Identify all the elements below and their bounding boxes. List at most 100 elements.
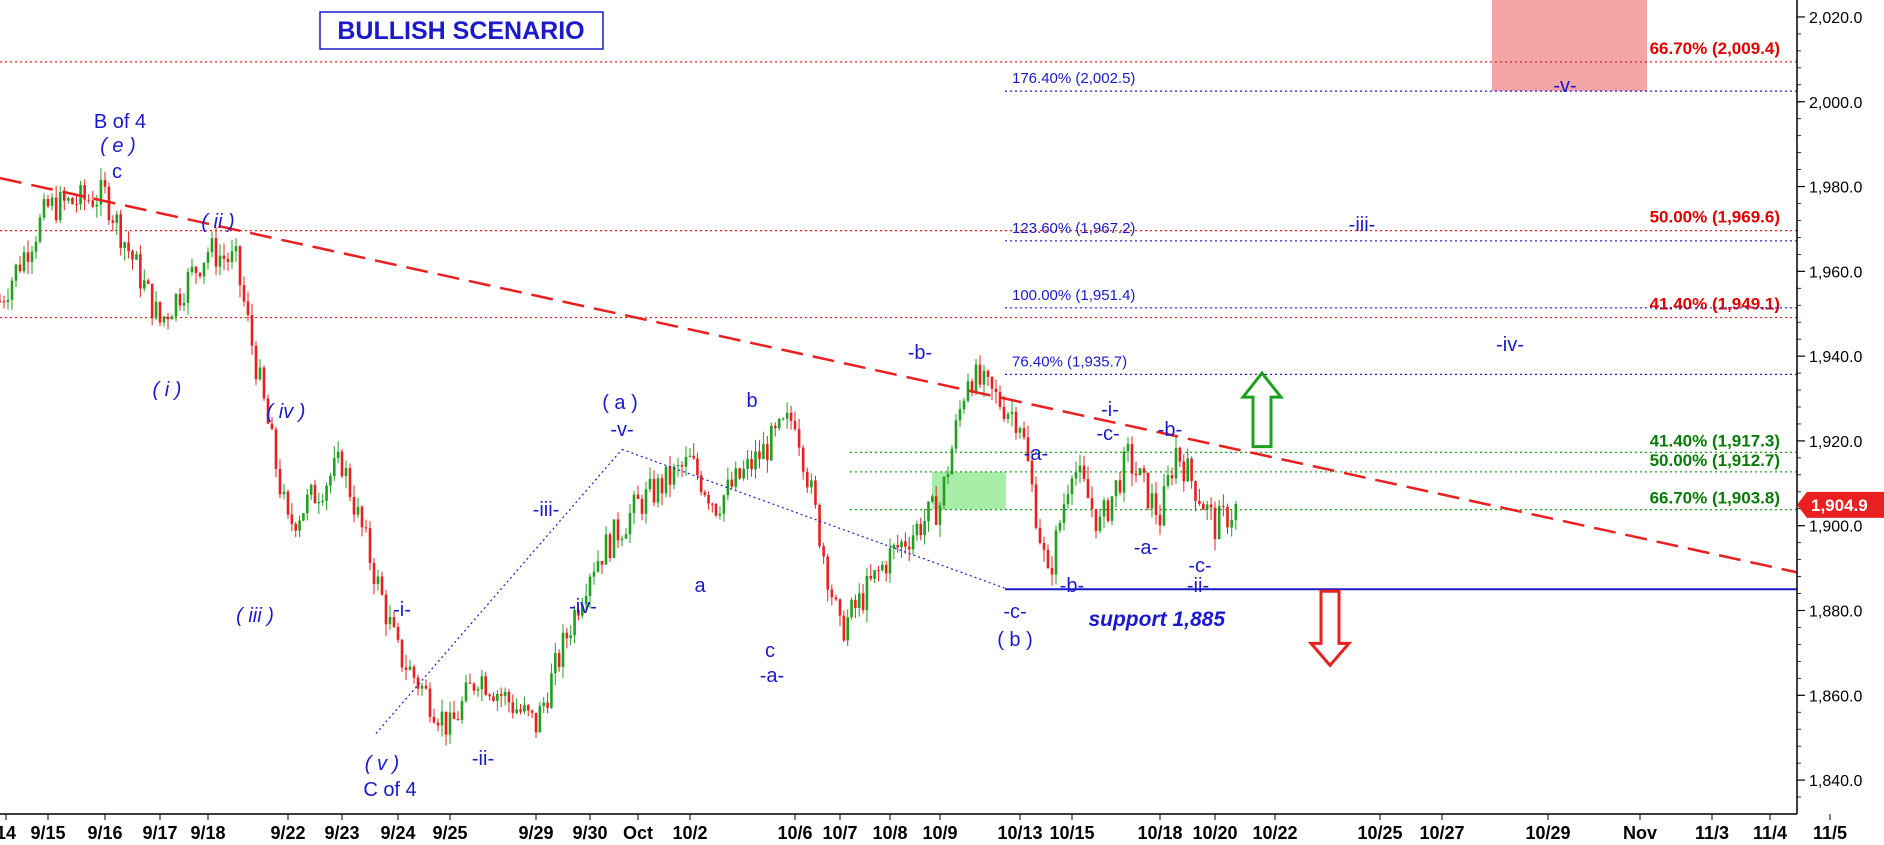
candle-body bbox=[877, 570, 880, 572]
x-tick-label: 9/18 bbox=[190, 823, 225, 843]
wave-label: -c- bbox=[1188, 555, 1211, 577]
candle-body bbox=[801, 447, 805, 472]
y-tick-label: 1,940.0 bbox=[1809, 349, 1862, 366]
candle-body bbox=[444, 711, 448, 735]
x-tick-label: 10/20 bbox=[1192, 823, 1237, 843]
candle-body bbox=[332, 458, 336, 477]
candle-body bbox=[496, 694, 499, 701]
candle-body bbox=[503, 692, 507, 696]
candle-body bbox=[766, 444, 769, 461]
candle-body bbox=[142, 280, 146, 289]
y-tick-label: 1,960.0 bbox=[1809, 264, 1862, 281]
candle-body bbox=[1014, 412, 1018, 433]
candle-body bbox=[664, 466, 668, 494]
candle-body bbox=[758, 451, 761, 460]
candle-body bbox=[360, 506, 364, 528]
candle-body bbox=[448, 712, 452, 735]
candle-body bbox=[1102, 500, 1106, 517]
wave-label: b bbox=[746, 390, 757, 412]
candle-body bbox=[1062, 504, 1066, 523]
candle-body bbox=[1234, 504, 1238, 520]
candle-body bbox=[998, 392, 1002, 407]
candle-body bbox=[542, 702, 546, 707]
candle-body bbox=[672, 466, 676, 485]
candle-body bbox=[270, 423, 274, 430]
candle-body bbox=[604, 534, 608, 565]
candle-body bbox=[340, 451, 344, 477]
candle-body bbox=[1158, 514, 1162, 526]
candle-body bbox=[321, 500, 325, 503]
y-tick-label: 1,980.0 bbox=[1809, 180, 1862, 197]
candle-body bbox=[396, 626, 400, 640]
candle-body bbox=[1050, 567, 1054, 575]
candle-body bbox=[814, 480, 817, 505]
candle-body bbox=[150, 283, 154, 319]
candle-body bbox=[656, 478, 660, 503]
candle-body bbox=[616, 519, 620, 541]
candle-body bbox=[1150, 493, 1154, 509]
candle-body bbox=[793, 420, 797, 430]
candle-body bbox=[62, 191, 66, 201]
channel-upper-line bbox=[621, 448, 1009, 590]
y-tick-label: 1,840.0 bbox=[1809, 773, 1862, 790]
candle-body bbox=[368, 528, 372, 564]
candle-body bbox=[356, 506, 360, 515]
candle-body bbox=[797, 429, 801, 448]
x-tick-label: 10/2 bbox=[672, 823, 707, 843]
candle-body bbox=[962, 400, 966, 410]
candle-body bbox=[286, 491, 290, 515]
fib-blue-label: 123.60% (1,967.2) bbox=[1012, 220, 1135, 237]
wave-label: -a- bbox=[1024, 443, 1048, 465]
candle-body bbox=[699, 475, 703, 493]
candle-body bbox=[222, 255, 226, 259]
candle-body bbox=[854, 599, 857, 608]
candle-body bbox=[1074, 471, 1078, 479]
candle-body bbox=[230, 251, 234, 263]
candle-body bbox=[707, 495, 710, 504]
candle-body bbox=[919, 523, 923, 536]
candle-body bbox=[511, 702, 515, 713]
candle-body bbox=[298, 520, 301, 531]
target-zone bbox=[1492, 0, 1647, 92]
candle-body bbox=[384, 594, 388, 625]
candle-body bbox=[789, 412, 793, 421]
candle-body bbox=[119, 214, 123, 249]
candle-body bbox=[931, 496, 934, 502]
candle-body bbox=[10, 280, 14, 300]
candle-body bbox=[573, 609, 576, 636]
candle-body bbox=[472, 683, 476, 691]
fib-lines: 66.70% (2,009.4) 50.00% (1,969.6) 41.40% (… bbox=[0, 39, 1797, 511]
candle-body bbox=[726, 479, 730, 496]
wave-label: ( e ) bbox=[100, 135, 136, 157]
candle-body bbox=[838, 599, 842, 616]
candle-body bbox=[456, 718, 460, 720]
candle-body bbox=[254, 345, 258, 380]
candle-body bbox=[468, 682, 472, 684]
wave-label: -iv- bbox=[1496, 334, 1524, 356]
wave-label: -v- bbox=[1553, 75, 1576, 97]
wave-label: c bbox=[765, 640, 775, 662]
candle-body bbox=[750, 459, 753, 470]
candle-body bbox=[1090, 498, 1094, 509]
candle-body bbox=[565, 632, 569, 639]
candle-body bbox=[986, 370, 990, 377]
candle-body bbox=[538, 706, 542, 733]
x-tick-label: Oct bbox=[623, 823, 653, 843]
candle-body bbox=[476, 689, 480, 691]
bearish-arrow-icon bbox=[1307, 589, 1353, 668]
candle-body bbox=[372, 563, 376, 584]
candle-body bbox=[628, 512, 632, 535]
candle-body bbox=[519, 709, 522, 712]
candle-body bbox=[424, 685, 428, 689]
candle-body bbox=[400, 639, 404, 668]
candle-body bbox=[1118, 480, 1122, 493]
candle-body bbox=[600, 561, 604, 565]
candle-body bbox=[900, 541, 903, 548]
candle-body bbox=[111, 220, 115, 223]
candle-body bbox=[608, 534, 612, 558]
candle-body bbox=[696, 458, 699, 476]
candle-body bbox=[738, 468, 741, 479]
fib-blue-label: 76.40% (1,935.7) bbox=[1012, 353, 1127, 370]
candle-body bbox=[624, 534, 628, 539]
candle-body bbox=[861, 593, 865, 611]
